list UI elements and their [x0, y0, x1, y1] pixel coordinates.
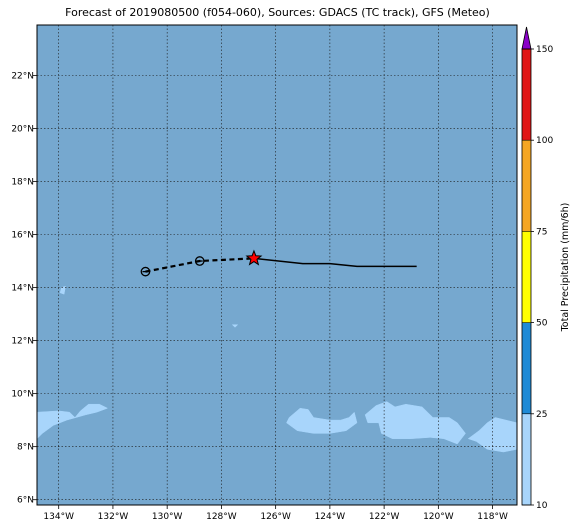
tc-track [140, 249, 417, 277]
colorbar-segment-3 [522, 140, 531, 232]
colorbar-tick-label: 25 [536, 410, 547, 420]
map-title: Forecast of 2019080500 (f054-060), Sourc… [65, 6, 490, 19]
lon-tick-label: 134°W [43, 512, 74, 522]
lon-tick-label: 126°W [260, 512, 291, 522]
lat-tick-label: 20°N [11, 124, 34, 134]
colorbar-segment-4 [522, 49, 531, 141]
lat-tick-label: 16°N [11, 231, 34, 241]
lat-tick-label: 10°N [11, 390, 34, 400]
precipitation-colorbar: 10 25 50 75 100 150 Total Precipitation (mm/6h… [521, 26, 571, 511]
lon-tick-label: 122°W [369, 512, 400, 522]
forecast-position-marker-1[interactable] [194, 256, 205, 266]
lon-tick-label: 120°W [423, 512, 454, 522]
lon-tick-label: 128°W [206, 512, 237, 522]
lon-tick-label: 118°W [477, 512, 508, 522]
colorbar-tick-label: 50 [536, 319, 548, 329]
precip-region-5 [232, 324, 238, 328]
precip-region-0 [37, 403, 108, 439]
colorbar-label: Total Precipitation (mm/6h) [560, 203, 571, 333]
precip-region-2 [364, 401, 466, 445]
plot-frame [36, 24, 518, 506]
colorbar-extend-arrow [521, 26, 532, 50]
colorbar-segment-1 [522, 322, 531, 414]
colorbar-tick-label: 75 [536, 227, 547, 237]
colorbar-tick-label: 100 [536, 136, 553, 146]
lon-tick-label: 124°W [315, 512, 346, 522]
map-plot-area[interactable] [37, 25, 517, 505]
precip-region-4 [59, 285, 66, 295]
current-position-star-icon[interactable] [245, 249, 263, 266]
lon-tick-label: 130°W [152, 512, 183, 522]
precip-region-1 [286, 407, 358, 434]
lat-tick-label: 18°N [11, 177, 34, 187]
lat-tick-label: 8°N [17, 443, 34, 453]
colorbar-segment-2 [522, 231, 531, 323]
forecast-position-circle [194, 256, 205, 266]
lat-tick-label: 22°N [11, 71, 34, 81]
lat-tick-label: 14°N [11, 284, 34, 294]
track-line-past [253, 257, 417, 268]
forecast-position-circle [140, 266, 151, 277]
lat-tick-label: 12°N [11, 337, 34, 347]
colorbar-segment-0 [522, 413, 531, 505]
forecast-position-marker-0[interactable] [140, 266, 151, 277]
lon-tick-label: 132°W [98, 512, 129, 522]
colorbar-tick-label: 150 [536, 45, 553, 55]
colorbar-tick-label: 10 [536, 501, 548, 511]
map-axes: 134°W 132°W 130°W 128°W 126°W 124°W 122°W 120°W… [11, 24, 518, 522]
gridlines [37, 25, 517, 505]
lat-tick-label: 6°N [17, 496, 34, 506]
